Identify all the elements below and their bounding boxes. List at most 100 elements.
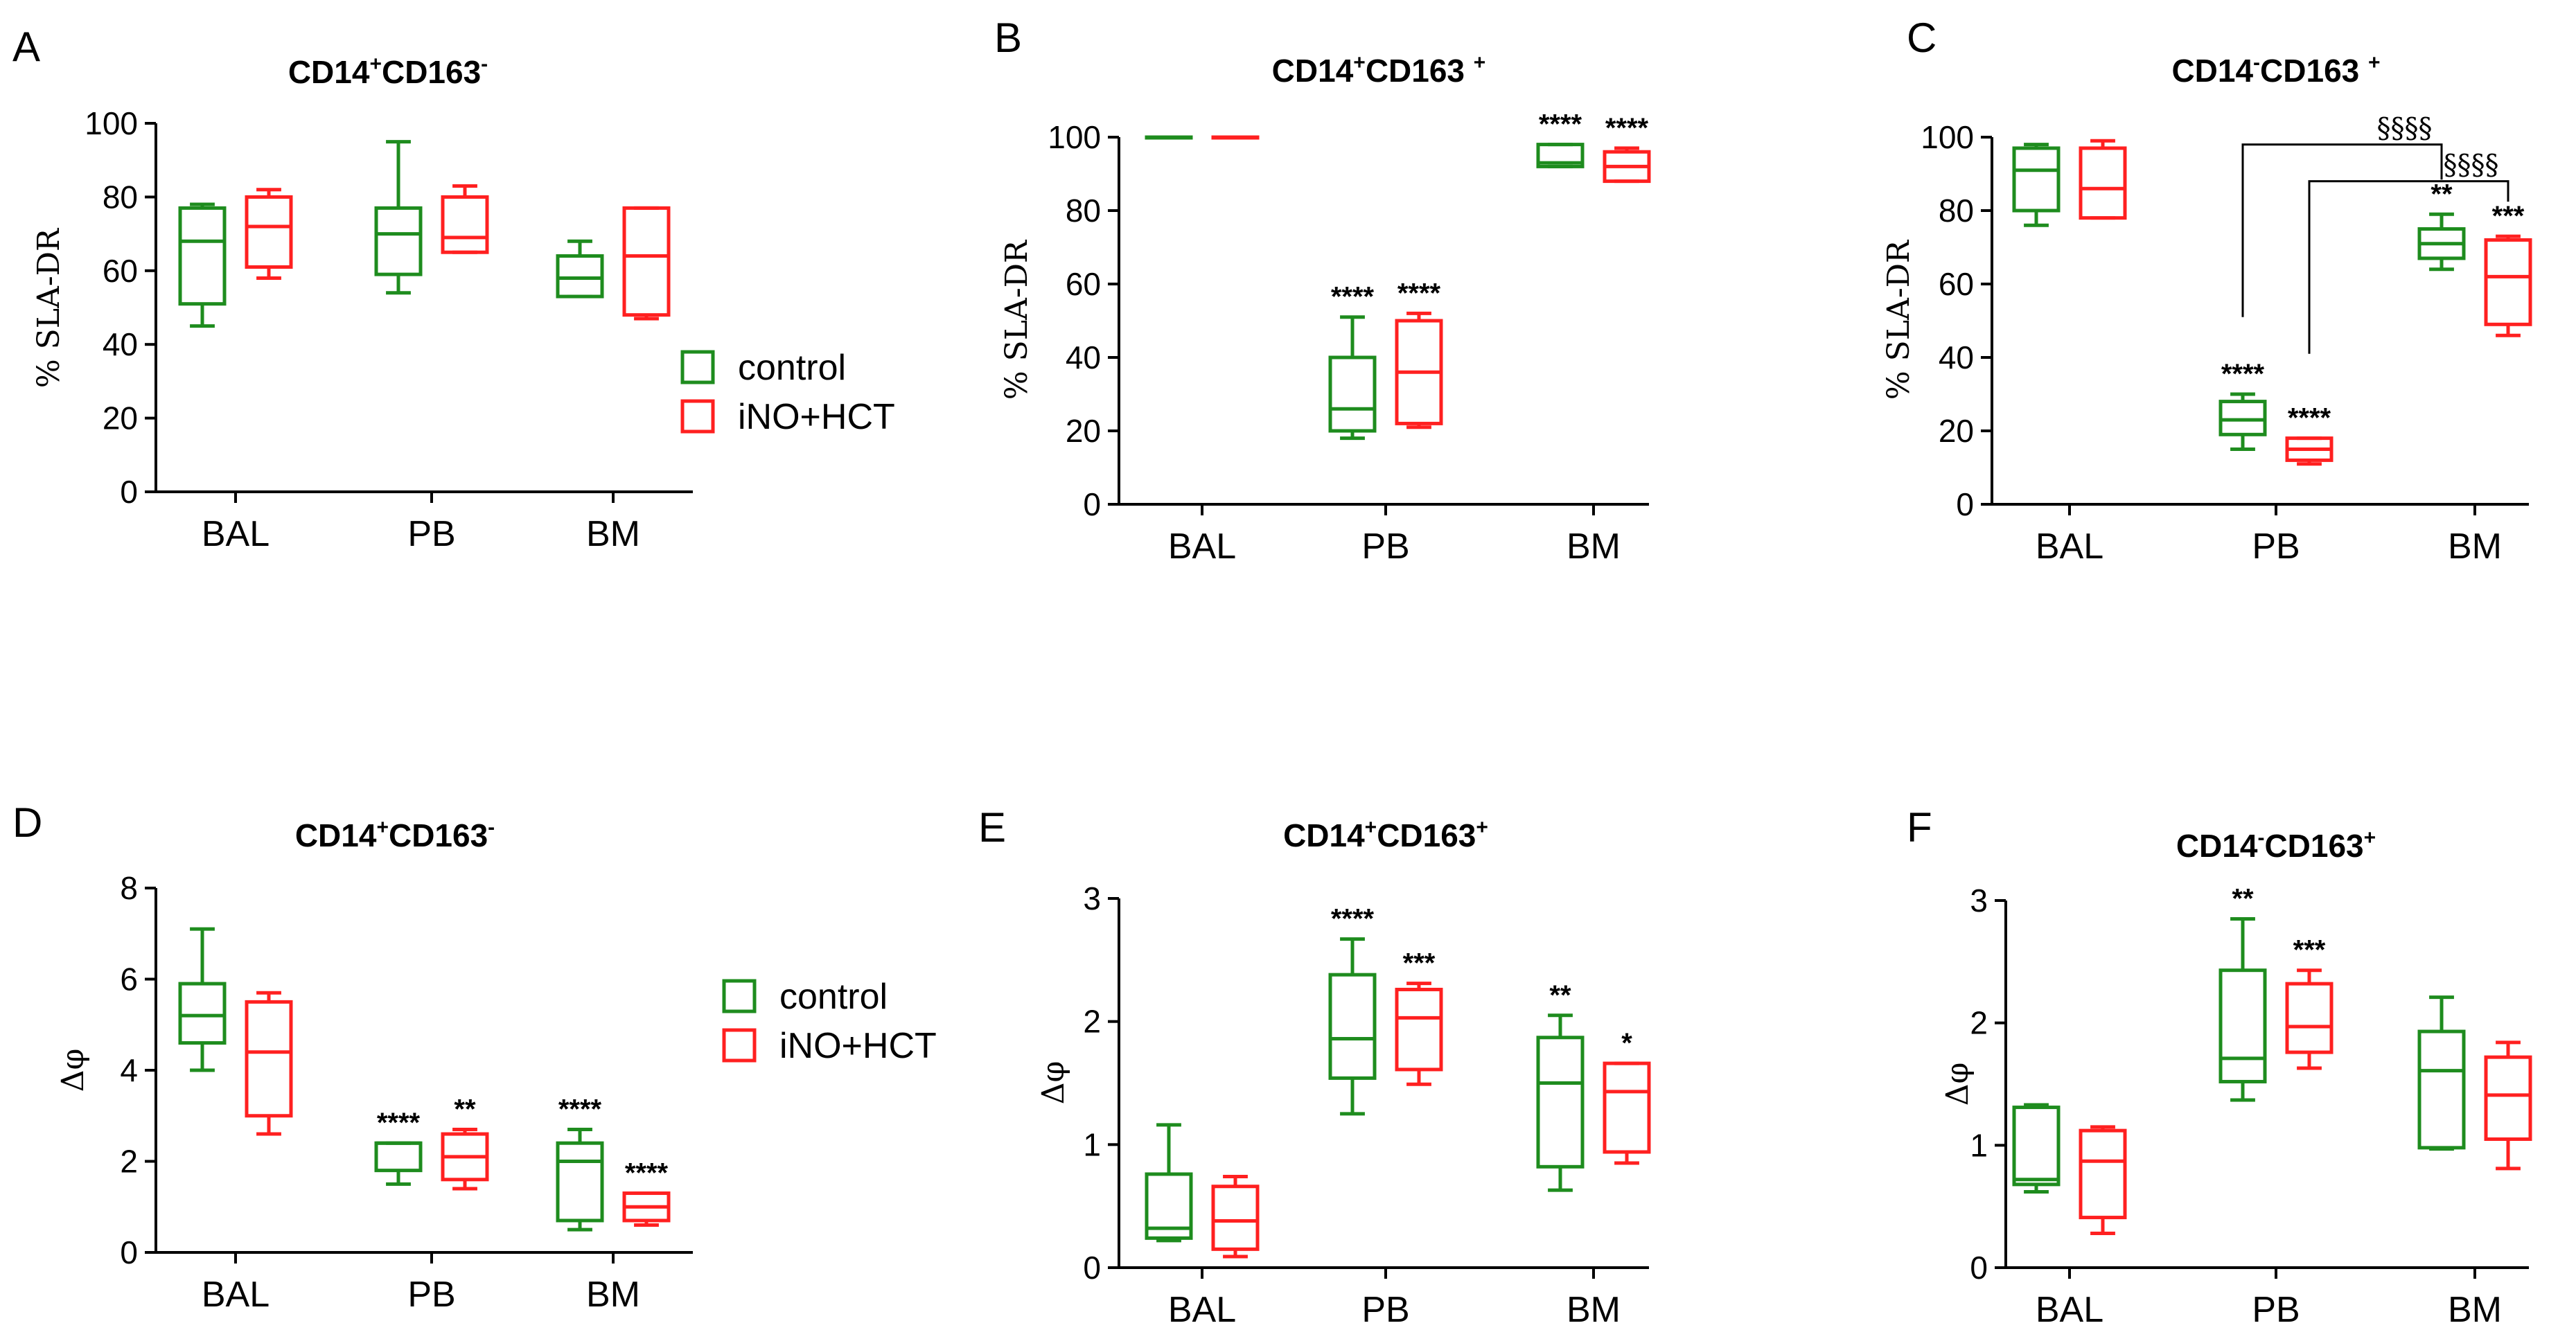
title-superscript: + <box>2364 826 2376 849</box>
x-tick-label-bm: BM <box>586 1275 640 1315</box>
box-ino-hct-bal <box>245 991 293 1136</box>
x-tick-label-bm: BM <box>586 514 640 554</box>
x-tick-label-bm: BM <box>2448 526 2502 567</box>
panel-a: A CD14+CD163- 0 20 40 60 80 100 % SLA-DR BAL PB BM c… <box>12 24 895 554</box>
y-tick-label: 4 <box>120 1052 138 1088</box>
panel-letter: C <box>1907 15 1937 61</box>
box-ino-hct-pb <box>2285 968 2334 1070</box>
box-iqr <box>2079 1128 2127 1220</box>
box-iqr <box>2417 1029 2466 1150</box>
y-tick-label: 0 <box>120 1234 138 1270</box>
significance-marker: ** <box>2232 884 2254 914</box>
box-control-bm <box>556 1127 604 1232</box>
box-iqr <box>1145 1172 1193 1240</box>
title-superscript: + <box>376 816 389 839</box>
box-control-pb <box>1328 315 1377 441</box>
box-iqr <box>622 206 671 317</box>
box-ino-hct-bal <box>2079 1125 2127 1236</box>
y-tick-label: 3 <box>1970 883 1988 919</box>
box-iqr <box>2285 982 2334 1054</box>
y-tick-label: 8 <box>120 870 138 906</box>
panel-letter: A <box>12 24 40 70</box>
y-tick-label: 20 <box>1066 413 1101 449</box>
box-control-pb <box>374 140 423 295</box>
panel-letter: F <box>1907 804 1932 851</box>
y-axis-label: Δφ <box>1036 1061 1071 1105</box>
significance-marker: **** <box>1605 113 1649 143</box>
comparison-bracket <box>2241 143 2443 317</box>
title-superscript: - <box>481 53 488 76</box>
y-axis-label: % SLA-DR <box>31 227 67 388</box>
box-ino-hct-pb <box>2285 436 2334 466</box>
significance-marker: **** <box>1331 904 1375 934</box>
x-tick-label-bal: BAL <box>1168 526 1236 567</box>
title-part: CD14 <box>1272 53 1354 89</box>
y-tick-label: 0 <box>1956 486 1974 522</box>
title-superscript: + <box>369 53 382 76</box>
box-iqr <box>1603 1061 1651 1154</box>
box-iqr <box>374 1141 423 1173</box>
y-tick-label: 60 <box>103 253 138 289</box>
box-control-bal <box>1145 135 1193 140</box>
legend-swatch-control <box>680 350 715 384</box>
box-iqr <box>178 982 227 1045</box>
box-iqr <box>1536 1036 1585 1169</box>
box-control-bm <box>1536 1013 1585 1192</box>
bracket-label: §§§§ <box>2377 113 2433 145</box>
title-part: CD163 <box>389 817 488 853</box>
title-part: CD163 <box>382 54 481 90</box>
x-tick-label-pb: PB <box>407 514 455 554</box>
y-tick-label: 60 <box>1939 266 1974 302</box>
box-control-pb <box>374 1141 423 1186</box>
x-tick-label-bal: BAL <box>202 514 270 554</box>
box-control-bm <box>2417 212 2466 272</box>
box-iqr <box>1536 143 1585 168</box>
y-tick-label: 6 <box>120 961 138 998</box>
box-ino-hct-bm <box>1603 1061 1651 1165</box>
box-iqr <box>556 254 604 299</box>
significance-marker: **** <box>625 1158 669 1189</box>
significance-marker: **** <box>1331 282 1375 312</box>
box-ino-hct-pb <box>441 1127 489 1191</box>
title-part: CD14 <box>288 54 370 90</box>
significance-marker: **** <box>377 1108 421 1138</box>
title-superscript: + <box>1476 816 1488 839</box>
box-ino-hct-bal <box>1211 1175 1260 1259</box>
x-tick-label-bm: BM <box>1567 526 1621 567</box>
title-superscript: - <box>2253 51 2260 74</box>
significance-marker: **** <box>2221 359 2265 389</box>
legend: control iNO+HCT <box>722 977 937 1066</box>
x-tick-label-bm: BM <box>1567 1290 1621 1330</box>
significance-marker: *** <box>1403 948 1436 979</box>
box-iqr <box>245 195 293 269</box>
title-part: CD14 <box>2171 53 2253 89</box>
y-tick-label: 2 <box>1083 1004 1101 1040</box>
title-part: CD163 <box>2264 828 2363 864</box>
box-control-pb <box>1328 937 1377 1116</box>
y-tick-label: 100 <box>1048 119 1101 155</box>
title-part: CD14 <box>2176 828 2258 864</box>
y-tick-label: 1 <box>1083 1126 1101 1162</box>
x-tick-label-bal: BAL <box>202 1275 270 1315</box>
significance-marker: **** <box>2288 403 2331 434</box>
box-ino-hct-bm <box>622 1191 671 1227</box>
box-iqr <box>2012 1106 2061 1187</box>
title-part: CD163 <box>1377 817 1476 853</box>
box-iqr <box>374 206 423 276</box>
comparison-bracket <box>2308 180 2509 354</box>
y-tick-label: 2 <box>1970 1005 1988 1041</box>
y-tick-label: 60 <box>1066 266 1101 302</box>
y-tick-label: 40 <box>1066 339 1101 375</box>
x-tick-label-pb: PB <box>2252 526 2300 567</box>
box-iqr <box>1328 973 1377 1080</box>
significance-marker: ** <box>1549 980 1571 1011</box>
box-control-pb <box>2218 917 2267 1102</box>
legend: control iNO+HCT <box>680 348 895 437</box>
box-ino-hct-bal <box>2079 139 2127 220</box>
y-tick-label: 1 <box>1970 1127 1988 1163</box>
panel-title: CD14+CD163- <box>288 53 488 90</box>
panel-letter: D <box>12 799 42 846</box>
box-iqr <box>1211 1185 1260 1251</box>
